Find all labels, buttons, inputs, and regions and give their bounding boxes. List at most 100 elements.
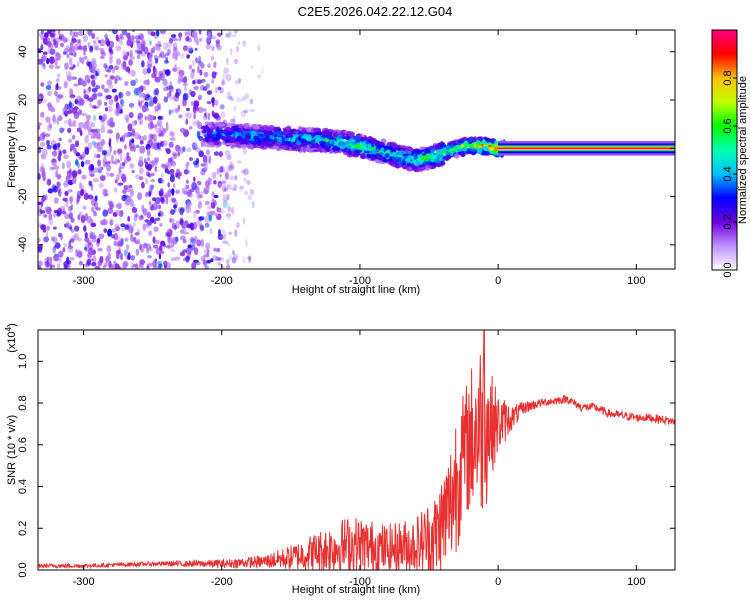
noise-speckle: [172, 153, 178, 159]
signal-blob: [249, 143, 254, 150]
noise-speckle: [84, 135, 89, 144]
noise-speckle: [38, 136, 41, 142]
noise-speckle: [80, 156, 85, 161]
noise-speckle: [89, 45, 94, 52]
signal-blob: [476, 148, 483, 154]
noise-speckle: [87, 194, 94, 200]
noise-speckle: [166, 85, 172, 91]
noise-speckle: [202, 108, 207, 112]
noise-speckle: [149, 40, 152, 46]
noise-speckle: [209, 210, 216, 215]
noise-speckle: [122, 261, 128, 269]
noise-speckle: [225, 57, 229, 65]
noise-speckle: [127, 68, 131, 75]
signal-blob: [348, 131, 355, 137]
noise-speckle: [132, 30, 135, 33]
noise-speckle: [168, 141, 174, 148]
noise-speckle: [88, 86, 92, 92]
noise-speckle: [195, 57, 198, 63]
noise-speckle: [197, 200, 202, 209]
noise-speckle: [42, 64, 46, 70]
noise-speckle: [246, 179, 251, 186]
noise-speckle: [84, 246, 87, 251]
noise-speckle: [134, 174, 141, 179]
noise-speckle: [56, 117, 60, 126]
signal-blob: [419, 146, 427, 150]
noise-speckle: [91, 140, 96, 145]
noise-speckle: [192, 240, 196, 248]
noise-speckle: [96, 142, 101, 147]
noise-speckle: [167, 160, 172, 169]
noise-speckle: [230, 47, 233, 56]
noise-speckle: [84, 213, 89, 222]
noise-speckle: [154, 239, 160, 245]
signal-blob: [399, 164, 407, 168]
noise-speckle: [172, 183, 176, 188]
noise-speckle: [135, 39, 141, 43]
noise-speckle: [148, 121, 154, 130]
signal-blob: [384, 153, 390, 158]
noise-speckle: [114, 75, 121, 81]
noise-speckle: [113, 260, 117, 266]
noise-speckle: [231, 256, 237, 264]
signal-blob: [372, 153, 376, 158]
noise-speckle: [156, 119, 163, 127]
noise-speckle: [198, 37, 203, 42]
noise-speckle: [163, 60, 169, 64]
noise-speckle: [123, 132, 129, 138]
noise-speckle: [64, 190, 69, 197]
noise-speckle: [47, 103, 52, 108]
noise-speckle: [49, 48, 56, 55]
signal-blob: [473, 142, 477, 148]
signal-blob: [312, 143, 319, 149]
signal-blob: [339, 145, 346, 150]
noise-speckle: [168, 109, 172, 116]
signal-blob: [367, 145, 372, 149]
noise-speckle: [190, 101, 194, 106]
signal-blob: [287, 132, 293, 138]
signal-blob: [364, 150, 370, 154]
noise-speckle: [230, 206, 235, 215]
noise-speckle: [211, 78, 215, 84]
noise-speckle: [160, 132, 164, 137]
noise-speckle: [146, 163, 152, 171]
noise-speckle: [109, 117, 114, 122]
noise-speckle: [47, 80, 52, 86]
noise-speckle: [142, 104, 148, 112]
noise-speckle: [185, 118, 188, 125]
noise-speckle: [155, 247, 162, 255]
noise-speckle: [141, 37, 145, 44]
noise-speckle: [169, 217, 173, 223]
noise-speckle: [166, 148, 171, 155]
signal-blob: [236, 127, 242, 133]
noise-speckle: [217, 257, 222, 261]
noise-speckle: [124, 144, 127, 150]
x-tick-label: -300: [73, 275, 95, 287]
noise-speckle: [189, 157, 193, 162]
noise-speckle: [210, 35, 216, 40]
noise-speckle: [174, 224, 177, 231]
noise-speckle: [167, 228, 173, 236]
noise-speckle: [193, 176, 196, 182]
noise-speckle: [152, 259, 157, 268]
signal-blob: [393, 154, 399, 158]
signal-blob: [241, 138, 249, 145]
noise-speckle: [91, 33, 96, 39]
noise-speckle: [73, 83, 79, 87]
noise-speckle: [57, 85, 62, 90]
noise-speckle: [58, 137, 62, 142]
noise-speckle: [189, 236, 194, 242]
noise-speckle: [90, 129, 96, 133]
noise-speckle: [44, 133, 51, 138]
noise-speckle: [211, 198, 215, 203]
signal-blob: [393, 147, 401, 151]
noise-speckle: [75, 152, 80, 157]
noise-speckle: [70, 42, 74, 50]
noise-speckle: [69, 88, 74, 97]
noise-speckle: [157, 55, 160, 60]
signal-blob: [407, 150, 412, 155]
signal-blob: [482, 146, 489, 151]
noise-speckle: [210, 258, 214, 263]
x-tick-label: 100: [627, 275, 645, 287]
noise-speckle: [67, 245, 74, 250]
